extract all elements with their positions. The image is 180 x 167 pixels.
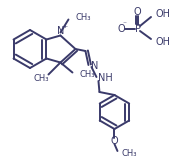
Text: CH₃: CH₃ xyxy=(122,148,137,157)
Text: CH₃: CH₃ xyxy=(75,13,91,22)
Text: OH: OH xyxy=(156,37,171,47)
Text: P: P xyxy=(135,24,141,34)
Text: ⁻: ⁻ xyxy=(122,20,126,29)
Text: O: O xyxy=(133,7,141,17)
Text: O: O xyxy=(117,24,125,34)
Text: OH: OH xyxy=(156,9,171,19)
Text: N: N xyxy=(91,61,99,71)
Text: N: N xyxy=(57,26,64,36)
Text: NH: NH xyxy=(98,73,113,83)
Text: +: + xyxy=(62,24,67,29)
Text: CH₃: CH₃ xyxy=(79,70,95,79)
Text: O: O xyxy=(111,136,118,146)
Text: CH₃: CH₃ xyxy=(34,74,49,83)
